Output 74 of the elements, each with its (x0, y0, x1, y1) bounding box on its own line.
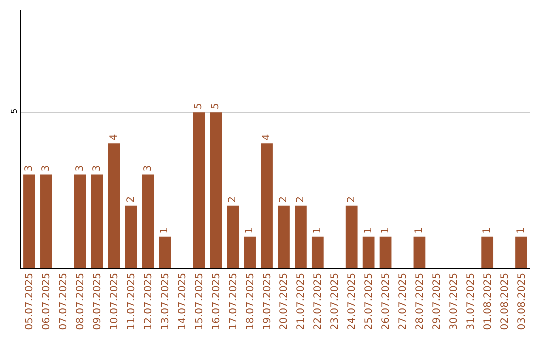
x-tick-label: 30.07.2025 (448, 273, 460, 330)
data-label: 1 (160, 228, 171, 234)
x-tick-label: 24.07.2025 (347, 273, 358, 330)
x-tick-label: 08.07.2025 (76, 273, 87, 330)
bar (362, 236, 375, 268)
bar (227, 206, 240, 268)
x-tick-label: 18.07.2025 (245, 273, 256, 330)
bar (74, 174, 86, 268)
x-tick-label: 15.07.2025 (194, 273, 206, 330)
x-tick-label: 28.07.2025 (414, 273, 426, 330)
x-tick-label: 19.07.2025 (262, 273, 274, 330)
bar (516, 236, 528, 268)
x-tick-label: 13.07.2025 (160, 273, 172, 330)
x-tick-label: 14.07.2025 (177, 273, 188, 330)
data-label: 5 (194, 103, 205, 110)
data-label: 1 (482, 228, 494, 234)
bar (91, 174, 104, 268)
data-label: 1 (516, 228, 528, 234)
data-label: 4 (108, 134, 120, 141)
x-tick-label: 17.07.2025 (228, 273, 240, 330)
data-label: 3 (142, 165, 154, 172)
x-tick-label: 06.07.2025 (42, 273, 53, 330)
x-tick-label: 27.07.2025 (398, 273, 409, 330)
data-label: 3 (40, 165, 52, 172)
data-label: 2 (228, 196, 239, 203)
data-label: 1 (363, 228, 374, 234)
data-label: 5 (210, 103, 222, 110)
x-tick-label: 03.08.2025 (516, 273, 528, 330)
x-tick-label: 12.07.2025 (144, 273, 154, 330)
bar (278, 206, 290, 268)
x-tick-label: 02.08.2025 (500, 273, 511, 330)
x-tick-label: 23.07.2025 (330, 273, 342, 330)
bar (380, 236, 392, 268)
bar (125, 206, 138, 268)
bar (414, 236, 426, 268)
data-label: 3 (74, 165, 86, 172)
data-label: 1 (244, 228, 256, 234)
data-label: 4 (262, 134, 273, 141)
bar (142, 174, 154, 268)
bar (40, 174, 52, 268)
x-tick-label: 20.07.2025 (279, 273, 290, 330)
data-label: 3 (24, 165, 35, 172)
data-label: 2 (295, 196, 306, 203)
bar (159, 236, 172, 268)
x-tick-label: 25.07.2025 (364, 273, 376, 330)
x-tick-label: 10.07.2025 (110, 273, 121, 330)
data-label: 1 (312, 228, 324, 234)
bar (193, 112, 206, 268)
data-label: 1 (380, 228, 392, 234)
x-tick-label: 31.07.2025 (466, 273, 477, 330)
x-tick-label: 29.07.2025 (432, 273, 443, 330)
x-tick-label: 16.07.2025 (211, 273, 222, 330)
x-tick-label: 05.07.2025 (24, 273, 36, 330)
bar (312, 236, 324, 268)
data-label: 2 (346, 196, 358, 203)
data-label: 2 (278, 196, 290, 203)
bar (210, 112, 222, 268)
bar (295, 206, 307, 268)
bar (261, 144, 273, 268)
bar (24, 174, 36, 268)
bar (108, 144, 120, 268)
bar (482, 236, 494, 268)
x-tick-label: 26.07.2025 (381, 273, 392, 330)
bar (346, 206, 358, 268)
x-tick-label: 11.07.2025 (126, 273, 138, 330)
data-label: 2 (126, 196, 137, 203)
bar (244, 236, 256, 268)
x-tick-label: 09.07.2025 (92, 273, 104, 330)
x-tick-label: 07.07.2025 (58, 273, 70, 330)
x-tick-label: 21.07.2025 (296, 273, 308, 330)
x-tick-label: 22.07.2025 (313, 273, 324, 330)
x-tick-label: 01.08.2025 (482, 273, 494, 330)
data-label: 1 (414, 228, 426, 234)
data-label: 3 (92, 165, 103, 172)
